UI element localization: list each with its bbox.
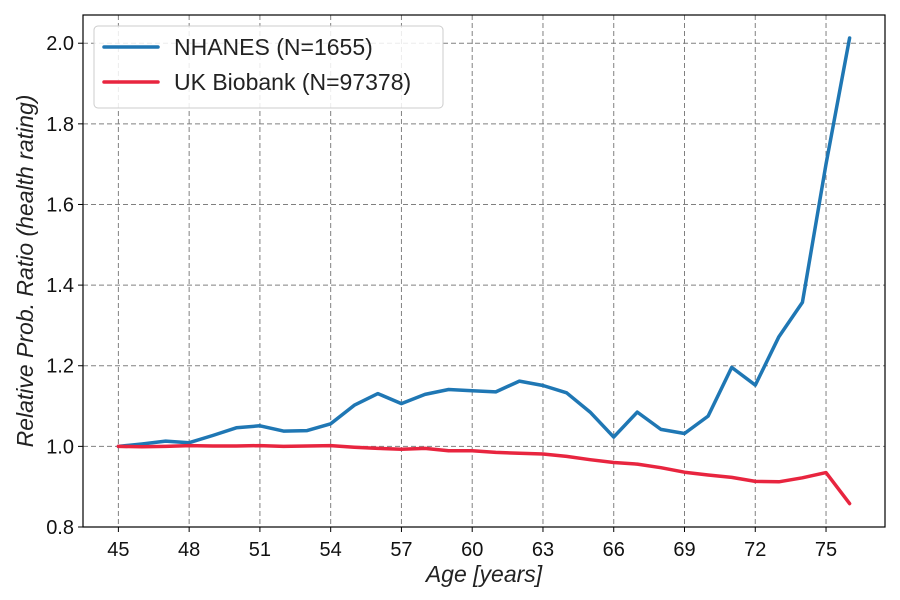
legend-box	[93, 25, 444, 109]
x-tick-label: 63	[532, 539, 554, 561]
x-tick-label: 75	[815, 539, 837, 561]
y-tick-label: 1.8	[46, 114, 74, 136]
x-tick-label: 51	[249, 539, 271, 561]
x-tick-label: 72	[744, 539, 766, 561]
legend: NHANES (N=1655) UK Biobank (N=97378)	[93, 25, 444, 109]
series-lines	[116, 36, 852, 506]
y-tick-label: 2.0	[46, 33, 74, 55]
x-tick-label: 45	[107, 539, 129, 561]
axis-ticks: 45 48 51 54 57 60 63 66 69 72 75 0.8 1.0 1.2 1.4 1.6 1.8…	[46, 33, 837, 561]
x-axis-label: Age [years]	[424, 561, 543, 587]
x-tick-label: 60	[461, 539, 483, 561]
y-tick-label: 1.6	[46, 194, 74, 216]
y-axis-label: Relative Prob. Ratio (health rating)	[12, 95, 38, 448]
x-tick-label: 57	[390, 539, 412, 561]
grid	[83, 15, 885, 528]
y-tick-label: 1.4	[46, 275, 74, 297]
plot-frame	[82, 14, 886, 528]
x-tick-label: 66	[603, 539, 625, 561]
legend-label-uk-biobank: UK Biobank (N=97378)	[174, 69, 411, 95]
x-tick-label: 54	[320, 539, 342, 561]
legend-label-nhanes: NHANES (N=1655)	[174, 34, 373, 60]
y-tick-label: 1.2	[46, 356, 74, 378]
series-line-nhanes	[116, 36, 852, 449]
x-tick-label: 69	[673, 539, 695, 561]
y-tick-label: 0.8	[46, 517, 74, 539]
y-tick-label: 1.0	[46, 436, 74, 458]
series-line-uk-biobank	[116, 443, 852, 506]
x-tick-label: 48	[178, 539, 200, 561]
